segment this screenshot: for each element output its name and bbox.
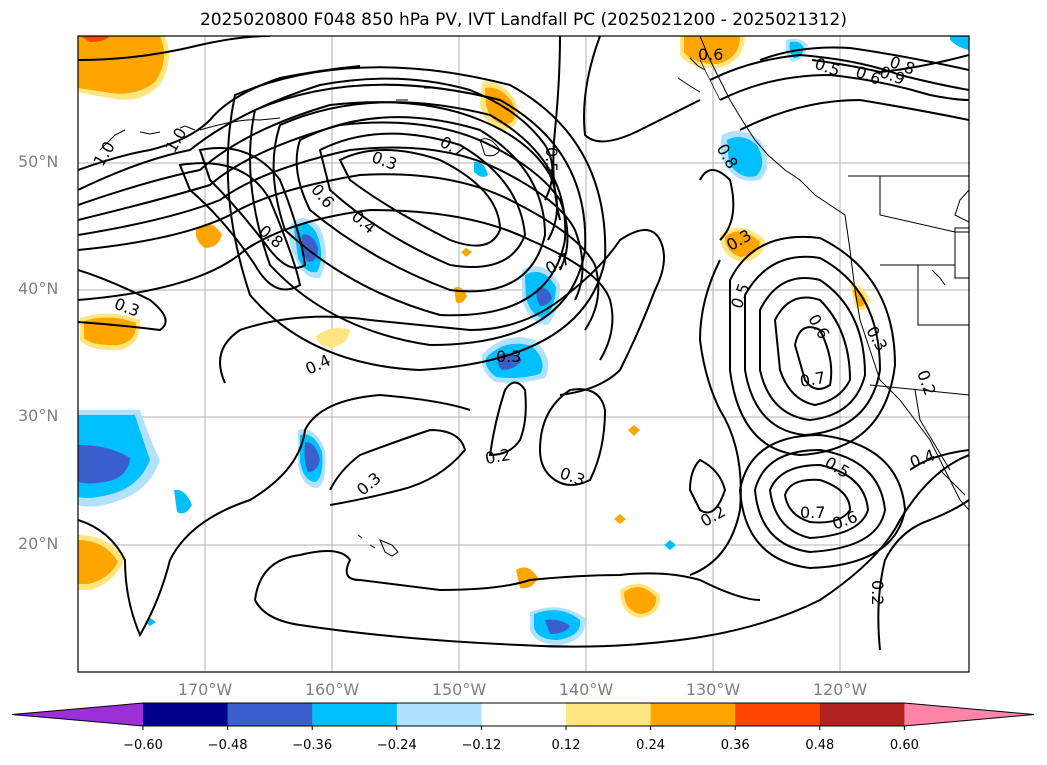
colorbar-segment bbox=[312, 703, 398, 726]
lon-label: 170°W bbox=[177, 680, 233, 699]
colorbar-tick-label: 0.48 bbox=[805, 738, 835, 753]
lat-label: 50°N bbox=[18, 152, 59, 171]
colorbar-tick-label: −0.60 bbox=[123, 738, 163, 753]
contour-label: 0.6 bbox=[830, 507, 860, 534]
lon-label: 140°W bbox=[558, 680, 614, 699]
map-title: 2025020800 F048 850 hPa PV, IVT Landfall… bbox=[199, 10, 847, 30]
contour-label: 0.8 bbox=[255, 221, 287, 252]
contour-label: 0.4 bbox=[302, 351, 333, 379]
colorbar-segment bbox=[143, 703, 229, 726]
lon-label: 120°W bbox=[812, 680, 868, 699]
contour-label: 0.5 bbox=[542, 147, 561, 172]
colorbar-tick-label: −0.48 bbox=[207, 738, 248, 753]
contour-label: 0.2 bbox=[484, 445, 512, 468]
coastlines bbox=[99, 36, 969, 557]
contour-label: 0.6 bbox=[804, 311, 833, 343]
contour-label: 0.7 bbox=[798, 368, 826, 391]
colorbar-tick-label: 0.60 bbox=[889, 738, 919, 753]
contour-label: 0.3 bbox=[496, 347, 521, 366]
colorbar-tick-label: −0.24 bbox=[376, 738, 417, 753]
colorbar-segment bbox=[227, 703, 313, 726]
contour-label: 0.3 bbox=[557, 463, 587, 490]
colorbar-segment bbox=[566, 703, 652, 726]
colorbar-tick-label: −0.36 bbox=[292, 738, 333, 753]
colorbar bbox=[11, 702, 1035, 730]
contour-label: 0.4 bbox=[348, 207, 380, 238]
contour-label: 0.7 bbox=[800, 503, 825, 522]
colorbar-segment bbox=[481, 703, 567, 726]
lon-label: 130°W bbox=[685, 680, 741, 699]
colorbar-segment bbox=[650, 703, 736, 726]
contour-label: 0.6 bbox=[698, 45, 723, 64]
contour-label: 0.3 bbox=[369, 147, 399, 174]
colorbar-segment bbox=[12, 703, 143, 726]
colorbar-tick-label: 0.36 bbox=[720, 738, 750, 753]
colorbar-tick-label: −0.12 bbox=[461, 738, 502, 753]
colorbar-segment bbox=[904, 703, 1034, 726]
colorbar-segment bbox=[735, 703, 821, 726]
pv-shading bbox=[78, 36, 969, 645]
contour-label: 0.5 bbox=[727, 281, 754, 311]
contour-label: 0.4 bbox=[907, 445, 937, 472]
lat-label: 30°N bbox=[18, 406, 59, 425]
colorbar-tick-label: 0.24 bbox=[636, 738, 666, 753]
lat-label: 20°N bbox=[18, 534, 59, 553]
contour-label: 0.2 bbox=[868, 580, 887, 605]
colorbar-tick-label: 0.12 bbox=[551, 738, 581, 753]
ivt-contours bbox=[78, 36, 969, 651]
contour-label: 0.2 bbox=[913, 368, 940, 398]
contour-label: 0.2 bbox=[697, 501, 729, 530]
contour-label: 0.3 bbox=[862, 323, 891, 355]
lon-label: 150°W bbox=[431, 680, 487, 699]
colorbar-segment bbox=[396, 703, 482, 726]
contour-labels: 1.0 1.0 0.8 0.6 0.4 0.3 0.7 0.5 0.6 0.5 … bbox=[90, 45, 940, 605]
lon-label: 160°W bbox=[304, 680, 360, 699]
lat-label: 40°N bbox=[18, 279, 59, 298]
colorbar-segment bbox=[819, 703, 905, 726]
